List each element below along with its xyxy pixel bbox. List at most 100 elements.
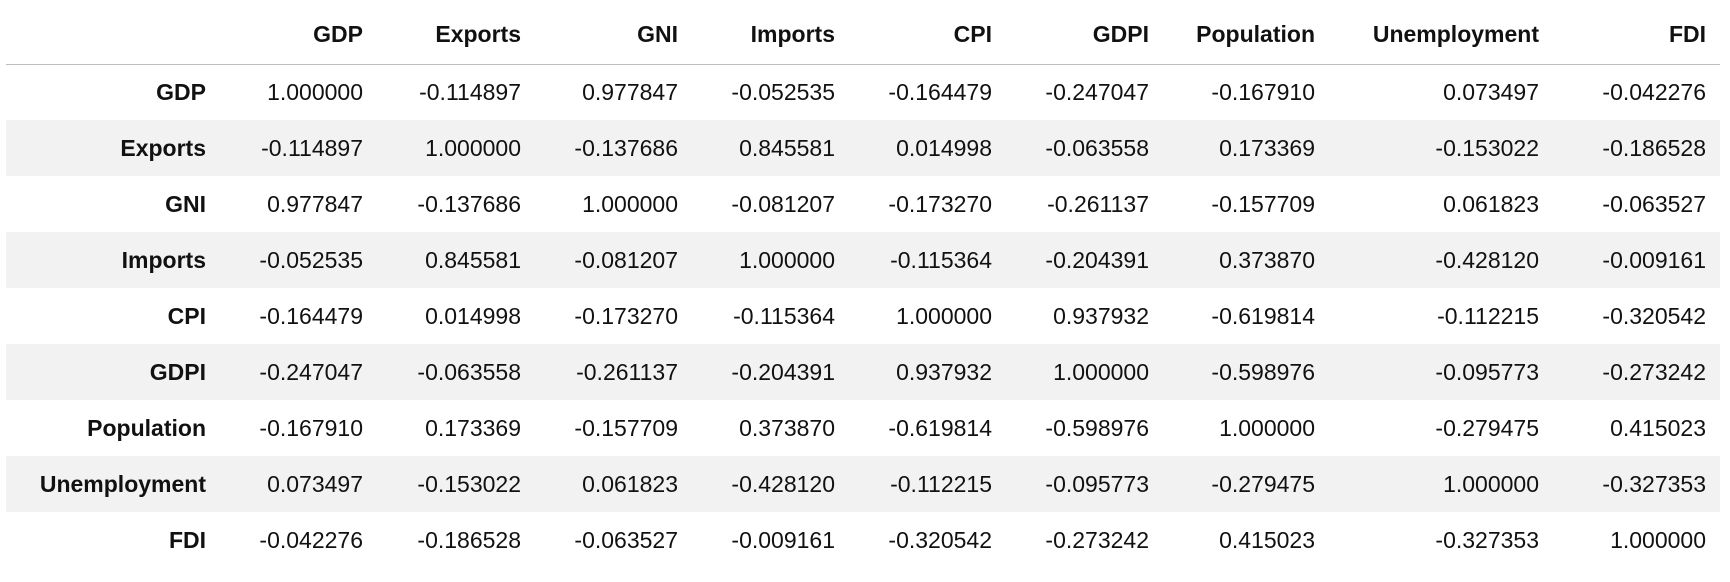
table-cell: -0.157709 bbox=[574, 414, 678, 441]
row-label-exports: Exports bbox=[120, 134, 206, 161]
table-cell: -0.164479 bbox=[888, 78, 992, 105]
table-cell: -0.619814 bbox=[1211, 302, 1315, 329]
table-cell: -0.081207 bbox=[731, 190, 835, 217]
table-cell: 1.000000 bbox=[425, 134, 521, 161]
table-cell: 1.000000 bbox=[1443, 470, 1539, 497]
column-header-imports: Imports bbox=[692, 6, 849, 65]
table-cell: -0.167910 bbox=[259, 414, 363, 441]
table-cell: -0.042276 bbox=[1602, 78, 1706, 105]
table-cell: 0.373870 bbox=[739, 414, 835, 441]
table-cell: -0.186528 bbox=[1602, 134, 1706, 161]
table-cell: 1.000000 bbox=[267, 78, 363, 105]
table-cell: -0.204391 bbox=[1045, 246, 1149, 273]
table-cell: -0.137686 bbox=[574, 134, 678, 161]
table-cell: -0.137686 bbox=[417, 190, 521, 217]
table-cell: -0.279475 bbox=[1211, 470, 1315, 497]
table-cell: 0.415023 bbox=[1610, 414, 1706, 441]
table-cell: -0.619814 bbox=[888, 414, 992, 441]
table-cell: 0.937932 bbox=[896, 358, 992, 385]
table-cell: 0.845581 bbox=[425, 246, 521, 273]
table-row: Imports -0.052535 0.845581 -0.081207 1.00000… bbox=[6, 232, 1720, 288]
table-row: Population -0.167910 0.173369 -0.157709 0.37… bbox=[6, 400, 1720, 456]
row-label-fdi: FDI bbox=[168, 526, 206, 553]
table-cell: 1.000000 bbox=[1053, 358, 1149, 385]
row-label-gdpi: GDPI bbox=[149, 358, 206, 385]
table-cell: 1.000000 bbox=[739, 246, 835, 273]
column-header-gni: GNI bbox=[535, 6, 692, 65]
table-header: GDP Exports GNI Imports CPI GDPI Population Une… bbox=[6, 6, 1720, 65]
table-cell: -0.153022 bbox=[417, 470, 521, 497]
table-cell: -0.063558 bbox=[1045, 134, 1149, 161]
table-cell: -0.114897 bbox=[261, 134, 363, 161]
table-cell: -0.042276 bbox=[259, 526, 363, 553]
table-cell: 0.173369 bbox=[425, 414, 521, 441]
table-body: GDP 1.000000 -0.114897 0.977847 -0.052535 -0.… bbox=[6, 64, 1720, 568]
table-cell: -0.273242 bbox=[1602, 358, 1706, 385]
table-cell: -0.115364 bbox=[733, 302, 835, 329]
table-cell: -0.247047 bbox=[259, 358, 363, 385]
header-row: GDP Exports GNI Imports CPI GDPI Population Une… bbox=[6, 6, 1720, 65]
column-header-gdp: GDP bbox=[220, 6, 377, 65]
table-cell: -0.164479 bbox=[259, 302, 363, 329]
table-row: GDP 1.000000 -0.114897 0.977847 -0.052535 -0.… bbox=[6, 64, 1720, 120]
table-cell: 0.977847 bbox=[582, 78, 678, 105]
table-cell: -0.081207 bbox=[574, 246, 678, 273]
table-cell: 0.014998 bbox=[425, 302, 521, 329]
table-cell: -0.186528 bbox=[417, 526, 521, 553]
table-cell: 1.000000 bbox=[1219, 414, 1315, 441]
table-cell: -0.261137 bbox=[1047, 190, 1149, 217]
table-row: GNI 0.977847 -0.137686 1.000000 -0.081207 -0.… bbox=[6, 176, 1720, 232]
table-cell: -0.204391 bbox=[731, 358, 835, 385]
table-cell: -0.247047 bbox=[1045, 78, 1149, 105]
column-header-fdi: FDI bbox=[1553, 6, 1720, 65]
table-cell: -0.095773 bbox=[1435, 358, 1539, 385]
table-cell: 0.373870 bbox=[1219, 246, 1315, 273]
table-cell: -0.153022 bbox=[1435, 134, 1539, 161]
table-row: Unemployment 0.073497 -0.153022 0.061823 -0.… bbox=[6, 456, 1720, 512]
row-label-cpi: CPI bbox=[167, 302, 206, 329]
table-cell: 0.073497 bbox=[1443, 78, 1539, 105]
table-cell: -0.598976 bbox=[1211, 358, 1315, 385]
table-cell: -0.157709 bbox=[1211, 190, 1315, 217]
table-row: Exports -0.114897 1.000000 -0.137686 0.84558… bbox=[6, 120, 1720, 176]
row-label-imports: Imports bbox=[121, 246, 206, 273]
table-cell: 0.977847 bbox=[267, 190, 363, 217]
row-label-gdp: GDP bbox=[156, 78, 206, 105]
table-cell: 0.061823 bbox=[582, 470, 678, 497]
table-cell: 1.000000 bbox=[582, 190, 678, 217]
table-cell: -0.327353 bbox=[1602, 470, 1706, 497]
row-label-gni: GNI bbox=[165, 190, 206, 217]
table-cell: 1.000000 bbox=[1610, 526, 1706, 553]
correlation-table: GDP Exports GNI Imports CPI GDPI Population Une… bbox=[6, 6, 1720, 568]
table-cell: 0.937932 bbox=[1053, 302, 1149, 329]
column-header-cpi: CPI bbox=[849, 6, 1006, 65]
table-cell: -0.173270 bbox=[574, 302, 678, 329]
table-cell: -0.112215 bbox=[890, 470, 992, 497]
table-cell: -0.279475 bbox=[1435, 414, 1539, 441]
table-cell: -0.428120 bbox=[1435, 246, 1539, 273]
column-header-population: Population bbox=[1163, 6, 1329, 65]
table-cell: -0.273242 bbox=[1045, 526, 1149, 553]
table-cell: -0.009161 bbox=[1602, 246, 1706, 273]
table-cell: -0.063527 bbox=[1602, 190, 1706, 217]
table-cell: -0.598976 bbox=[1045, 414, 1149, 441]
table-cell: -0.320542 bbox=[888, 526, 992, 553]
table-cell: 0.073497 bbox=[267, 470, 363, 497]
table-cell: 0.061823 bbox=[1443, 190, 1539, 217]
table-cell: -0.114897 bbox=[419, 78, 521, 105]
index-header bbox=[6, 6, 220, 65]
table-cell: -0.261137 bbox=[576, 358, 678, 385]
column-header-exports: Exports bbox=[377, 6, 535, 65]
table-cell: -0.112215 bbox=[1437, 302, 1539, 329]
table-cell: -0.009161 bbox=[731, 526, 835, 553]
table-cell: 0.415023 bbox=[1219, 526, 1315, 553]
table-cell: -0.167910 bbox=[1211, 78, 1315, 105]
table-cell: -0.428120 bbox=[731, 470, 835, 497]
table-cell: -0.115364 bbox=[890, 246, 992, 273]
table-row: CPI -0.164479 0.014998 -0.173270 -0.115364 1.… bbox=[6, 288, 1720, 344]
table-cell: 1.000000 bbox=[896, 302, 992, 329]
table-cell: 0.014998 bbox=[896, 134, 992, 161]
row-label-population: Population bbox=[87, 414, 206, 441]
table-cell: -0.052535 bbox=[731, 78, 835, 105]
table-cell: -0.173270 bbox=[888, 190, 992, 217]
